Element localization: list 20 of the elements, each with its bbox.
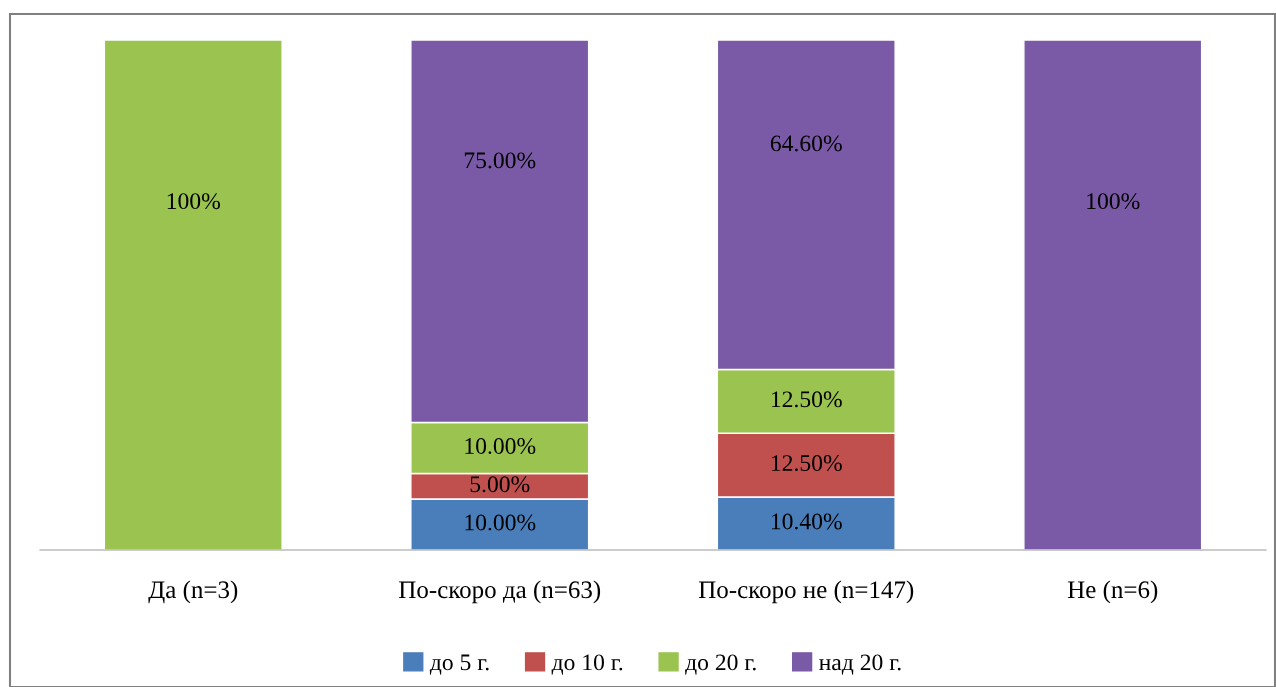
x-tick-label: Да (n=3) xyxy=(148,580,238,604)
legend-label: до 10 г. xyxy=(551,654,623,675)
data-label: 75.00% xyxy=(464,152,536,169)
data-label: 5.00% xyxy=(470,476,530,493)
data-label: 100% xyxy=(1087,193,1140,210)
x-tick-label: По-скоро да (n=63) xyxy=(399,580,601,604)
legend-label: до 5 г. xyxy=(429,654,489,675)
bar xyxy=(1023,40,1203,550)
bar xyxy=(103,40,283,550)
data-label: 12.50% xyxy=(771,391,842,408)
data-label: 64.60% xyxy=(770,135,842,152)
x-tick-label: Не (n=6) xyxy=(1067,580,1158,604)
legend-label: над 20 г. xyxy=(819,654,901,675)
data-label: 100% xyxy=(167,193,220,210)
data-label: 10.00% xyxy=(465,514,536,531)
data-label: 10.00% xyxy=(465,437,536,455)
data-label: 12.50% xyxy=(771,455,842,472)
x-tick-label: По-скоро не (n=147) xyxy=(698,580,914,604)
data-label: 10.40% xyxy=(771,513,842,530)
legend-label: до 20 г. xyxy=(685,654,756,675)
